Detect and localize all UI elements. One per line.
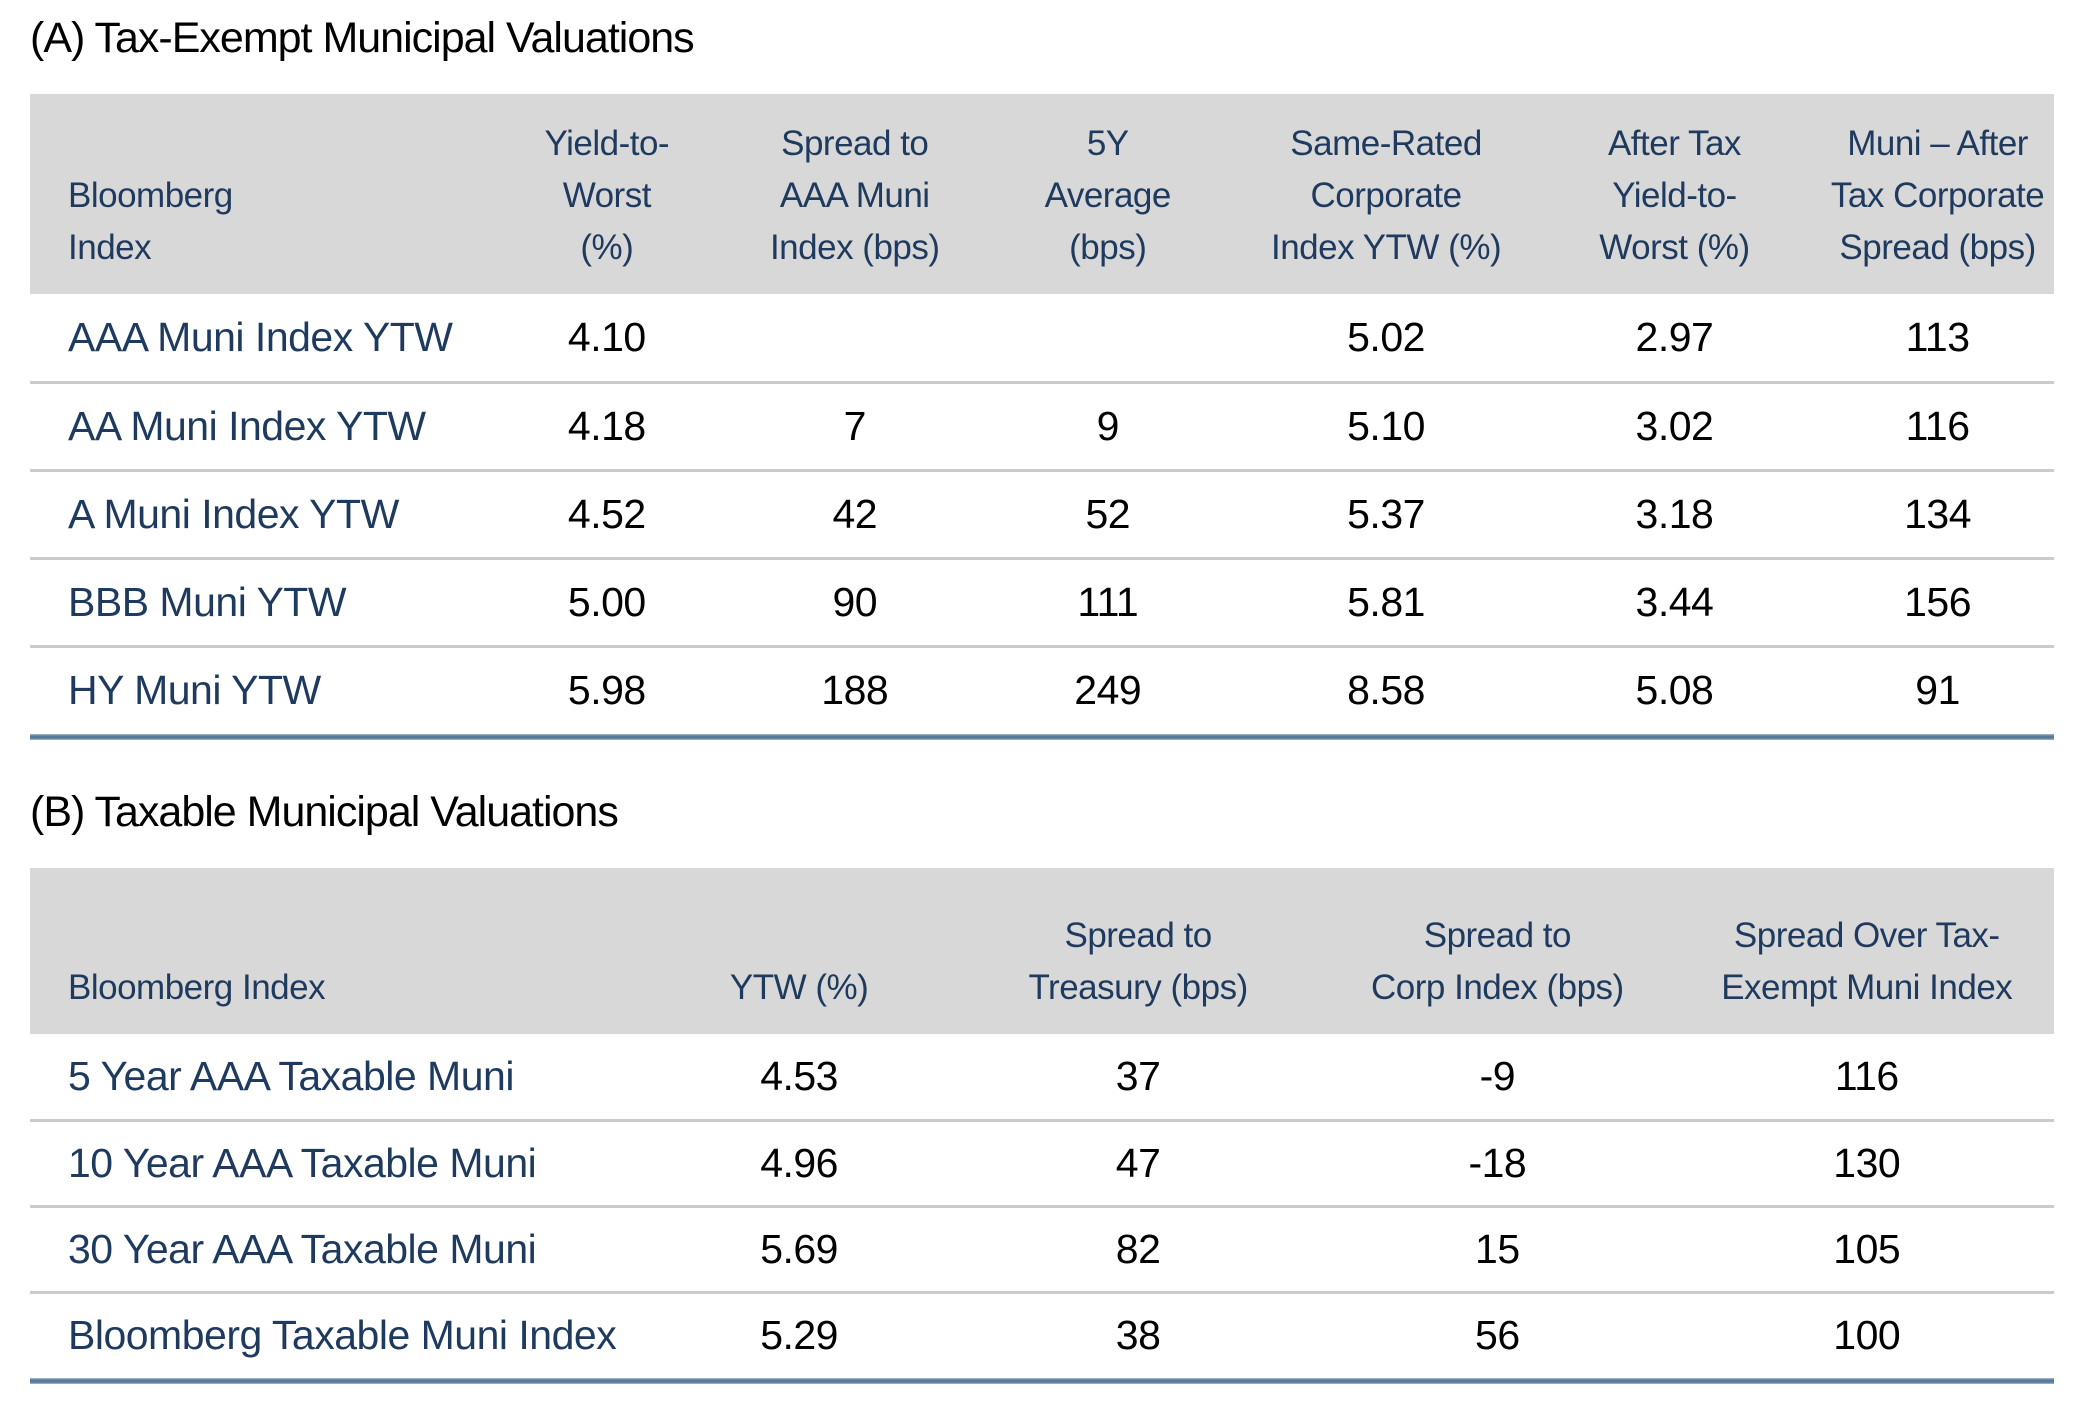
table-tax-exempt-valuations: Bloomberg Index Yield-to- Worst (%) Spre… [30, 94, 2054, 734]
cell-spread-treasury: 37 [1115, 1052, 1161, 1099]
cell-muni-after-tax-spread: 116 [1821, 380, 2054, 470]
cell-corp-ytw: 5.81 [1244, 556, 1528, 646]
cell-spread-aaa: 90 [738, 556, 972, 646]
cell-ytw: 4.96 [637, 1118, 962, 1206]
row-label: AAA Muni Index YTW [68, 313, 453, 360]
cell-spread-corp: -9 [1479, 1052, 1516, 1099]
row-label: 10 Year AAA Taxable Muni [30, 1118, 638, 1206]
col-header-bloomberg-index: Bloomberg Index [30, 94, 476, 294]
cell-corp-ytw: 5.10 [1244, 380, 1528, 470]
row-label: A Muni Index YTW [30, 468, 476, 558]
cell-ytw: 4.52 [475, 468, 739, 558]
cell-ytw: 5.98 [475, 644, 739, 734]
cell-ytw: 4.53 [760, 1052, 838, 1099]
cell-corp-ytw: 8.58 [1244, 644, 1528, 734]
row-label: 30 Year AAA Taxable Muni [30, 1204, 638, 1292]
col-header-spread-to-aaa-muni: Spread to AAA Muni Index (bps) [738, 94, 972, 294]
table-a-bottom-rule [30, 734, 2054, 740]
cell-spread-aaa [738, 294, 971, 382]
cell-spread-aaa: 7 [738, 380, 972, 470]
table-row-a-muni: A Muni Index YTW 4.52 42 52 5.37 3.18 13… [30, 468, 2054, 558]
col-header-ytw: YTW (%) [637, 868, 962, 1034]
cell-spread-over-tax-exempt: 100 [1679, 1290, 2054, 1378]
cell-spread-corp: 56 [1315, 1290, 1680, 1378]
cell-spread-over-tax-exempt: 105 [1679, 1204, 2054, 1292]
cell-muni-after-tax-spread: 134 [1821, 468, 2054, 558]
cell-ytw: 5.69 [637, 1204, 962, 1292]
cell-spread-over-tax-exempt: 130 [1679, 1118, 2054, 1206]
section-b-title: (B) Taxable Municipal Valuations [30, 788, 619, 836]
table-row-bloomberg-taxable-muni-index: Bloomberg Taxable Muni Index 5.29 38 56 … [30, 1290, 2054, 1378]
table-taxable-valuations: Bloomberg Index YTW (%) Spread to Treasu… [30, 868, 2054, 1378]
cell-5y-average: 111 [971, 556, 1245, 646]
cell-spread-treasury: 82 [961, 1204, 1316, 1292]
section-a-title: (A) Tax-Exempt Municipal Valuations [30, 14, 695, 62]
cell-ytw: 5.00 [475, 556, 739, 646]
cell-muni-after-tax-spread: 156 [1821, 556, 2054, 646]
cell-5y-average: 9 [971, 380, 1245, 470]
table-b-bottom-rule [30, 1378, 2054, 1384]
table-row-aa-muni: AA Muni Index YTW 4.18 7 9 5.10 3.02 116 [30, 380, 2054, 470]
cell-muni-after-tax-spread: 113 [1905, 313, 1970, 360]
col-header-yield-to-worst: Yield-to- Worst (%) [475, 94, 739, 294]
cell-ytw: 4.18 [475, 380, 739, 470]
cell-corp-ytw: 5.02 [1347, 313, 1425, 360]
row-label: 5 Year AAA Taxable Muni [68, 1052, 514, 1099]
cell-after-tax-ytw: 3.02 [1527, 380, 1822, 470]
table-row-bbb-muni: BBB Muni YTW 5.00 90 111 5.81 3.44 156 [30, 556, 2054, 646]
cell-spread-treasury: 47 [961, 1118, 1316, 1206]
row-label: BBB Muni YTW [30, 556, 476, 646]
row-label: HY Muni YTW [30, 644, 476, 734]
cell-corp-ytw: 5.37 [1244, 468, 1528, 558]
table-a-header-row: Bloomberg Index Yield-to- Worst (%) Spre… [30, 94, 2054, 294]
row-label: Bloomberg Taxable Muni Index [30, 1290, 638, 1378]
cell-ytw: 4.10 [567, 313, 646, 360]
cell-5y-average: 52 [971, 468, 1245, 558]
col-header-bloomberg-index: Bloomberg Index [30, 868, 638, 1034]
cell-ytw: 5.29 [637, 1290, 962, 1378]
col-header-5y-average: 5Y Average (bps) [971, 94, 1245, 294]
table-row-aaa-muni: AAA Muni Index YTW 4.10 5.02 2.97 113 [30, 294, 2054, 382]
col-header-muni-after-tax-corp-spread: Muni – After Tax Corporate Spread (bps) [1821, 94, 2054, 294]
table-row-10y-aaa-taxable: 10 Year AAA Taxable Muni 4.96 47 -18 130 [30, 1118, 2054, 1206]
cell-spread-corp: -18 [1315, 1118, 1680, 1206]
table-row-hy-muni: HY Muni YTW 5.98 188 249 8.58 5.08 91 [30, 644, 2054, 734]
cell-after-tax-ytw: 2.97 [1635, 313, 1714, 360]
col-header-spread-to-treasury: Spread to Treasury (bps) [961, 868, 1316, 1034]
table-b-header-row: Bloomberg Index YTW (%) Spread to Treasu… [30, 868, 2054, 1034]
cell-5y-average: 249 [971, 644, 1245, 734]
cell-after-tax-ytw: 3.44 [1527, 556, 1822, 646]
cell-muni-after-tax-spread: 91 [1821, 644, 2054, 734]
col-header-same-rated-corporate-ytw: Same-Rated Corporate Index YTW (%) [1244, 94, 1528, 294]
cell-after-tax-ytw: 5.08 [1527, 644, 1822, 734]
cell-spread-corp: 15 [1315, 1204, 1680, 1292]
col-header-after-tax-ytw: After Tax Yield-to- Worst (%) [1527, 94, 1822, 294]
cell-after-tax-ytw: 3.18 [1527, 468, 1822, 558]
col-header-spread-to-corp-index: Spread to Corp Index (bps) [1315, 868, 1680, 1034]
row-label: AA Muni Index YTW [30, 380, 476, 470]
table-row-5y-aaa-taxable: 5 Year AAA Taxable Muni 4.53 37 -9 116 [30, 1034, 2054, 1120]
col-header-spread-over-tax-exempt: Spread Over Tax- Exempt Muni Index [1679, 868, 2054, 1034]
cell-spread-over-tax-exempt: 116 [1834, 1052, 1899, 1099]
table-row-30y-aaa-taxable: 30 Year AAA Taxable Muni 5.69 82 15 105 [30, 1204, 2054, 1292]
cell-5y-average [971, 294, 1244, 382]
cell-spread-aaa: 188 [738, 644, 972, 734]
cell-spread-treasury: 38 [961, 1290, 1316, 1378]
cell-spread-aaa: 42 [738, 468, 972, 558]
